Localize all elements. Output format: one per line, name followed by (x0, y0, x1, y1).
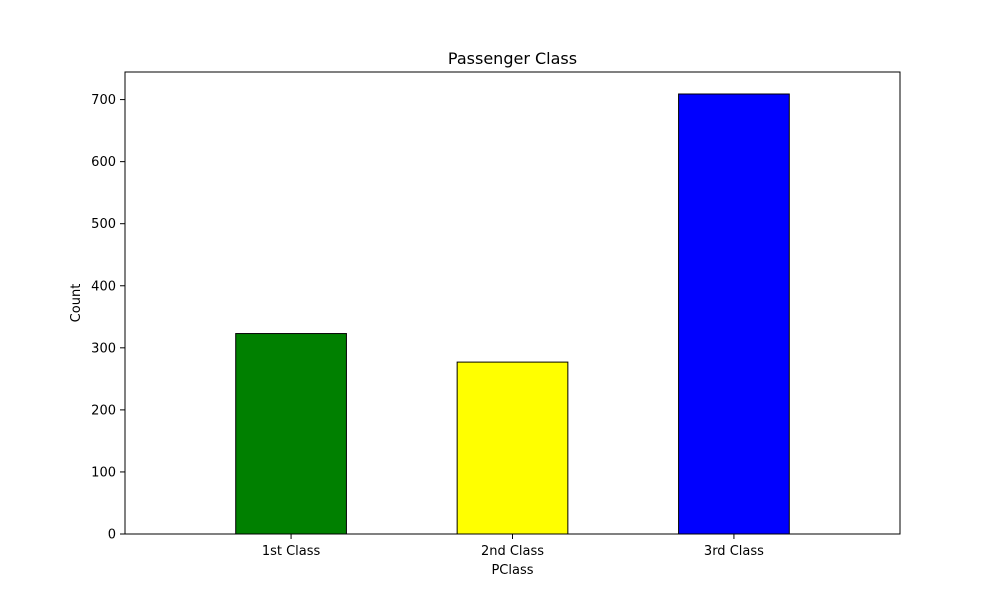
chart-title: Passenger Class (448, 49, 577, 68)
y-tick-label-500: 500 (91, 217, 116, 232)
y-tick-label-200: 200 (91, 403, 116, 418)
bar-3 (678, 93, 790, 535)
y-tick-label-300: 300 (91, 341, 116, 356)
x-tick-label-2: 2nd Class (481, 544, 544, 559)
y-tick-label-600: 600 (91, 155, 116, 170)
bars-group (235, 93, 790, 535)
bar-1 (235, 333, 347, 535)
y-tick-label-0: 0 (108, 528, 116, 543)
y-axis-label: Count (69, 284, 84, 323)
y-axis-ticks: 0 100 200 300 400 500 600 700 (91, 93, 125, 543)
y-tick-label-100: 100 (91, 465, 116, 480)
x-axis-label: PClass (491, 563, 533, 578)
y-tick-label-700: 700 (91, 93, 116, 108)
bar-2 (456, 361, 569, 535)
x-axis-ticks: 1st Class 2nd Class 3rd Class (262, 534, 764, 559)
y-tick-label-400: 400 (91, 279, 116, 294)
x-tick-label-3: 3rd Class (704, 544, 764, 559)
x-tick-label-1: 1st Class (262, 544, 321, 559)
